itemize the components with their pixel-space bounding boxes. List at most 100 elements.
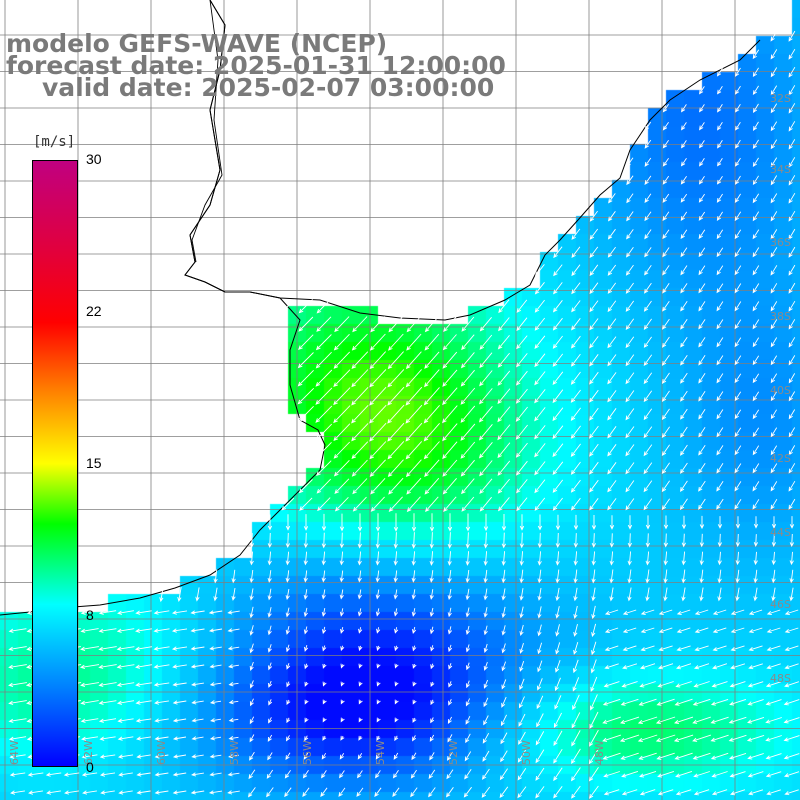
wind-arrow xyxy=(752,67,759,78)
wind-arrow xyxy=(693,789,710,796)
wind-arrow xyxy=(98,718,117,723)
wind-arrow xyxy=(680,265,688,276)
wind-arrow xyxy=(442,369,458,387)
wind-arrow xyxy=(770,463,778,474)
wind-arrow xyxy=(644,175,652,185)
wind-arrow xyxy=(734,337,742,348)
wind-arrow xyxy=(788,463,796,474)
wind-arrow xyxy=(285,551,290,566)
wind-arrow xyxy=(304,644,309,652)
wind-arrow xyxy=(249,625,254,636)
wind-arrow xyxy=(298,334,314,351)
wind-arrow xyxy=(98,628,117,633)
wind-arrow xyxy=(460,352,475,369)
wind-arrow xyxy=(603,771,620,778)
wind-arrow xyxy=(191,754,204,759)
wind-arrow xyxy=(286,699,291,706)
wind-arrow xyxy=(753,569,758,584)
wind-arrow xyxy=(552,497,563,511)
wind-arrow xyxy=(516,497,528,512)
wind-arrow xyxy=(99,736,116,741)
wind-arrow xyxy=(589,228,599,240)
wind-arrow xyxy=(429,752,435,761)
wind-arrow xyxy=(460,387,476,405)
wind-arrow xyxy=(411,570,416,583)
wind-arrow xyxy=(483,679,489,689)
wind-arrow xyxy=(752,427,760,438)
wind-arrow xyxy=(607,336,617,349)
wind-arrow xyxy=(518,713,526,727)
wind-arrow xyxy=(298,479,313,494)
wind-arrow xyxy=(298,316,314,332)
wind-arrow xyxy=(674,716,694,724)
wind-arrow xyxy=(572,659,579,674)
wind-arrow xyxy=(517,768,527,781)
wind-arrow xyxy=(607,462,617,475)
wind-arrow xyxy=(535,731,545,746)
wind-arrow xyxy=(788,103,796,114)
wind-arrow xyxy=(304,735,309,742)
wind-arrow xyxy=(766,789,781,796)
wind-arrow xyxy=(316,460,332,477)
wind-arrow xyxy=(788,373,796,384)
wind-arrow xyxy=(571,246,581,259)
wind-arrow xyxy=(589,729,599,747)
wind-arrow xyxy=(698,462,706,474)
wind-arrow xyxy=(698,373,706,384)
wind-arrow xyxy=(369,422,387,442)
wind-arrow xyxy=(555,642,561,655)
wind-arrow xyxy=(657,770,675,778)
wind-arrow xyxy=(356,787,364,797)
wind-arrow xyxy=(8,664,27,670)
wind-arrow xyxy=(698,427,706,438)
wind-arrow xyxy=(465,698,471,707)
wind-arrow xyxy=(607,300,617,313)
wind-arrow xyxy=(752,481,760,492)
wind-arrow xyxy=(299,497,313,511)
wind-arrow xyxy=(604,663,619,670)
wind-arrow xyxy=(405,459,422,478)
lon-label: 54W xyxy=(374,740,387,765)
wind-arrow xyxy=(516,335,528,350)
wind-arrow xyxy=(716,391,724,402)
wind-arrow xyxy=(210,718,221,723)
wind-arrow xyxy=(393,752,399,760)
wind-arrow xyxy=(717,551,722,566)
colorbar-tick-15: 15 xyxy=(86,455,102,471)
wind-arrow xyxy=(752,211,760,222)
wind-arrow xyxy=(392,787,400,798)
wind-arrow xyxy=(748,627,763,634)
wind-arrow xyxy=(536,713,544,728)
wind-arrow xyxy=(209,754,222,759)
wind-arrow xyxy=(191,700,204,705)
wind-arrow xyxy=(658,627,673,634)
wind-arrow xyxy=(535,749,545,764)
wind-arrow xyxy=(317,497,331,512)
wind-arrow xyxy=(393,589,398,600)
wind-arrow xyxy=(369,441,387,460)
wind-arrow xyxy=(136,772,151,777)
wind-arrow xyxy=(662,318,670,330)
wind-arrow xyxy=(248,769,256,780)
wind-arrow xyxy=(213,587,218,602)
wind-arrow xyxy=(322,645,327,652)
wind-arrow xyxy=(553,264,563,277)
wind-arrow xyxy=(555,551,560,566)
wind-arrow xyxy=(316,298,332,314)
wind-arrow xyxy=(752,355,760,366)
wind-arrow xyxy=(424,333,440,351)
wind-arrow xyxy=(463,786,472,798)
wind-arrow xyxy=(679,498,688,511)
wind-arrow xyxy=(662,211,670,222)
wind-arrow xyxy=(447,570,452,583)
wind-arrow xyxy=(626,211,634,222)
wind-arrow xyxy=(460,423,476,441)
wind-arrow xyxy=(483,697,489,708)
lon-label: 60W xyxy=(155,740,168,765)
wind-arrow xyxy=(411,608,416,617)
wind-arrow xyxy=(501,625,506,636)
wind-arrow xyxy=(734,229,742,240)
wind-arrow xyxy=(589,461,599,475)
wind-arrow xyxy=(375,608,381,617)
wind-arrow xyxy=(676,645,691,652)
